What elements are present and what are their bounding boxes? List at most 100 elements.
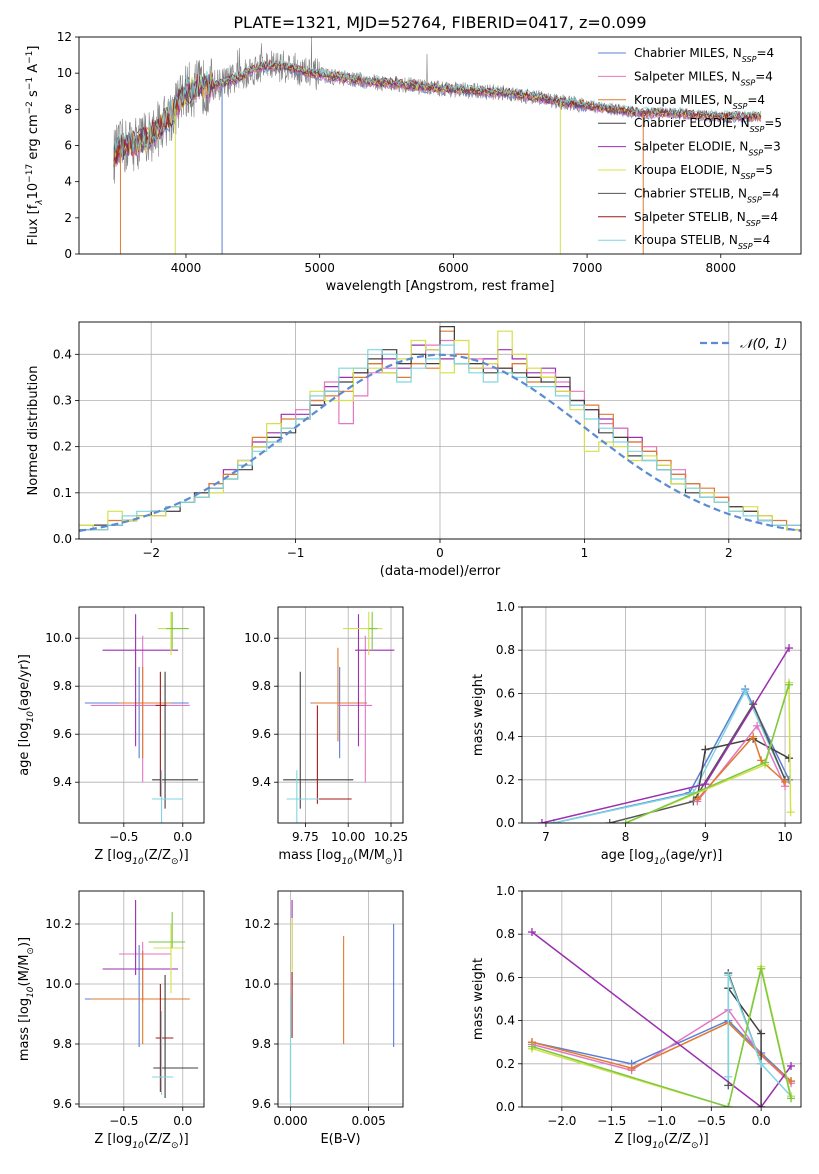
y-tick-label: 0.8 [496,643,515,657]
x-tick-label: 6000 [438,261,469,275]
y-axis-label: Flux [fλ10−17 erg cm−2 s−1 A−1] [25,46,45,246]
y-tick-label: 0.3 [53,393,72,407]
error-point [343,611,383,655]
weight-line [696,735,786,800]
x-axis-label: age [log10(age/yr)] [601,848,723,867]
x-tick-label: −1.0 [647,1114,676,1128]
legend-label: Kroupa STELIB, NSSP=4 [634,233,770,251]
y-tick-label: 0.4 [496,730,515,744]
y-tick-label: 0.6 [496,970,515,984]
x-axis-label: Z [log10(Z/Z⊙)] [94,848,188,867]
weight-marker [527,1042,536,1051]
x-axis-label: Z [log10(Z/Z⊙)] [614,1132,708,1151]
axes-age-vs-mass: 9.75 10.00 10.25 9.4 9.6 9.8 10.0 mass [log10(M… [244,606,408,867]
plot-area [79,326,801,532]
weight-line [727,974,792,1097]
axes-frame [277,606,404,824]
weight-marker [627,1064,636,1073]
weight-marker [605,819,614,823]
error-point [153,924,184,993]
y-tick-label: 9.4 [53,775,72,789]
error-point [155,671,167,797]
x-axis-label: mass [log10(M/M⊙)] [278,848,402,867]
x-tick-label: 0 [436,546,444,560]
plot-area [527,928,796,1107]
y-tick-label: 9.6 [252,1097,271,1111]
weight-marker [693,795,702,804]
weight-line [531,931,792,1107]
y-tick-label: 0.4 [496,1014,515,1028]
x-axis-label: Z [log10(Z/Z⊙)] [94,1132,188,1151]
plot-area [537,644,795,823]
y-tick-label: 0.2 [496,1057,515,1071]
legend-label: 𝒩(0, 1) [740,337,787,352]
weight-marker [761,758,770,767]
y-tick-label: 2 [64,211,72,225]
error-point [148,912,186,948]
x-tick-label: −1.5 [597,1114,626,1128]
gaussian-curve [79,353,801,532]
plot-area [84,900,199,1098]
legend-label: Salpeter MILES, NSSP=4 [634,69,773,87]
axes-mass-vs-Z: −0.5 0.0 9.6 9.8 10.0 10.2 Z [log10(Z/Z⊙)] mass… [17,890,205,1151]
y-tick-label: 9.6 [53,727,72,741]
weight-line [553,689,786,823]
figure-title: PLATE=1321, MJD=52764, FIBERID=0417, z=0… [233,13,646,32]
y-tick-label: 10.2 [45,917,72,931]
weight-marker [757,1059,766,1068]
y-tick-label: 4 [64,175,72,189]
axes-weight-vs-age: 7 8 9 10 0.0 0.2 0.4 0.6 0.8 1.0 age [log10(age/yr… [471,600,802,867]
x-tick-label: −0.5 [697,1114,726,1128]
axes-frame [78,606,205,824]
y-tick-label: 0.4 [53,347,72,361]
weight-line [696,724,786,802]
y-tick-label: 1.0 [496,884,515,898]
y-tick-label: 0.1 [53,486,72,500]
x-tick-label: 8000 [706,261,737,275]
error-point [152,1011,174,1095]
weight-marker [537,819,546,823]
y-tick-label: 8 [64,102,72,116]
error-point [337,635,373,783]
x-tick-label: −0.5 [109,830,138,844]
weight-marker [724,1081,733,1090]
y-tick-label: 0.6 [496,686,515,700]
x-tick-label: 10.25 [374,830,408,844]
x-tick-label: 0.005 [351,1114,385,1128]
legend-label: Chabrier MILES, NSSP=4 [634,46,774,64]
error-point [158,611,189,655]
x-tick-label: −0.5 [109,1114,138,1128]
y-axis-label: mass weight [471,958,486,1040]
weight-marker [741,687,750,696]
error-point [166,611,189,651]
x-tick-label: −2.0 [547,1114,576,1128]
error-point [300,705,352,804]
x-tick-label: 0.000 [273,1114,307,1128]
weight-marker [749,732,758,741]
x-tick-label: 0.0 [752,1114,771,1128]
axes-weight-vs-Z: −2.0 −1.5 −1.0 −0.5 0.0 0.0 0.2 0.4 0.6 0.8 1.0 Z [… [471,884,802,1151]
y-tick-label: 0.0 [53,532,72,546]
x-tick-label: 10.00 [331,830,365,844]
x-tick-label: 10 [777,830,792,844]
axes-frame [78,890,205,1108]
weight-marker [781,777,790,786]
weight-marker [757,964,766,973]
error-point [102,614,179,747]
error-point [84,667,189,759]
y-tick-label: 10.0 [244,631,271,645]
weight-marker [785,680,794,689]
weight-marker [787,1094,796,1103]
y-axis-label: age [log10(age/yr)] [17,654,36,776]
weight-marker [724,971,733,980]
y-tick-label: 9.8 [252,1037,271,1051]
plot-area [84,611,199,823]
legend-label: Chabrier ELODIE, NSSP=5 [634,116,782,134]
plot-area [289,900,395,1104]
y-tick-label: 9.6 [252,727,271,741]
axes-age-vs-Z: −0.5 0.0 9.4 9.6 9.8 10.0 Z [log10(Z/Z⊙)] age [… [17,606,205,867]
error-point [119,667,171,759]
spectrum-model-line [113,59,762,156]
x-tick-label: 0.0 [173,1114,192,1128]
y-tick-label: 6 [64,139,72,153]
